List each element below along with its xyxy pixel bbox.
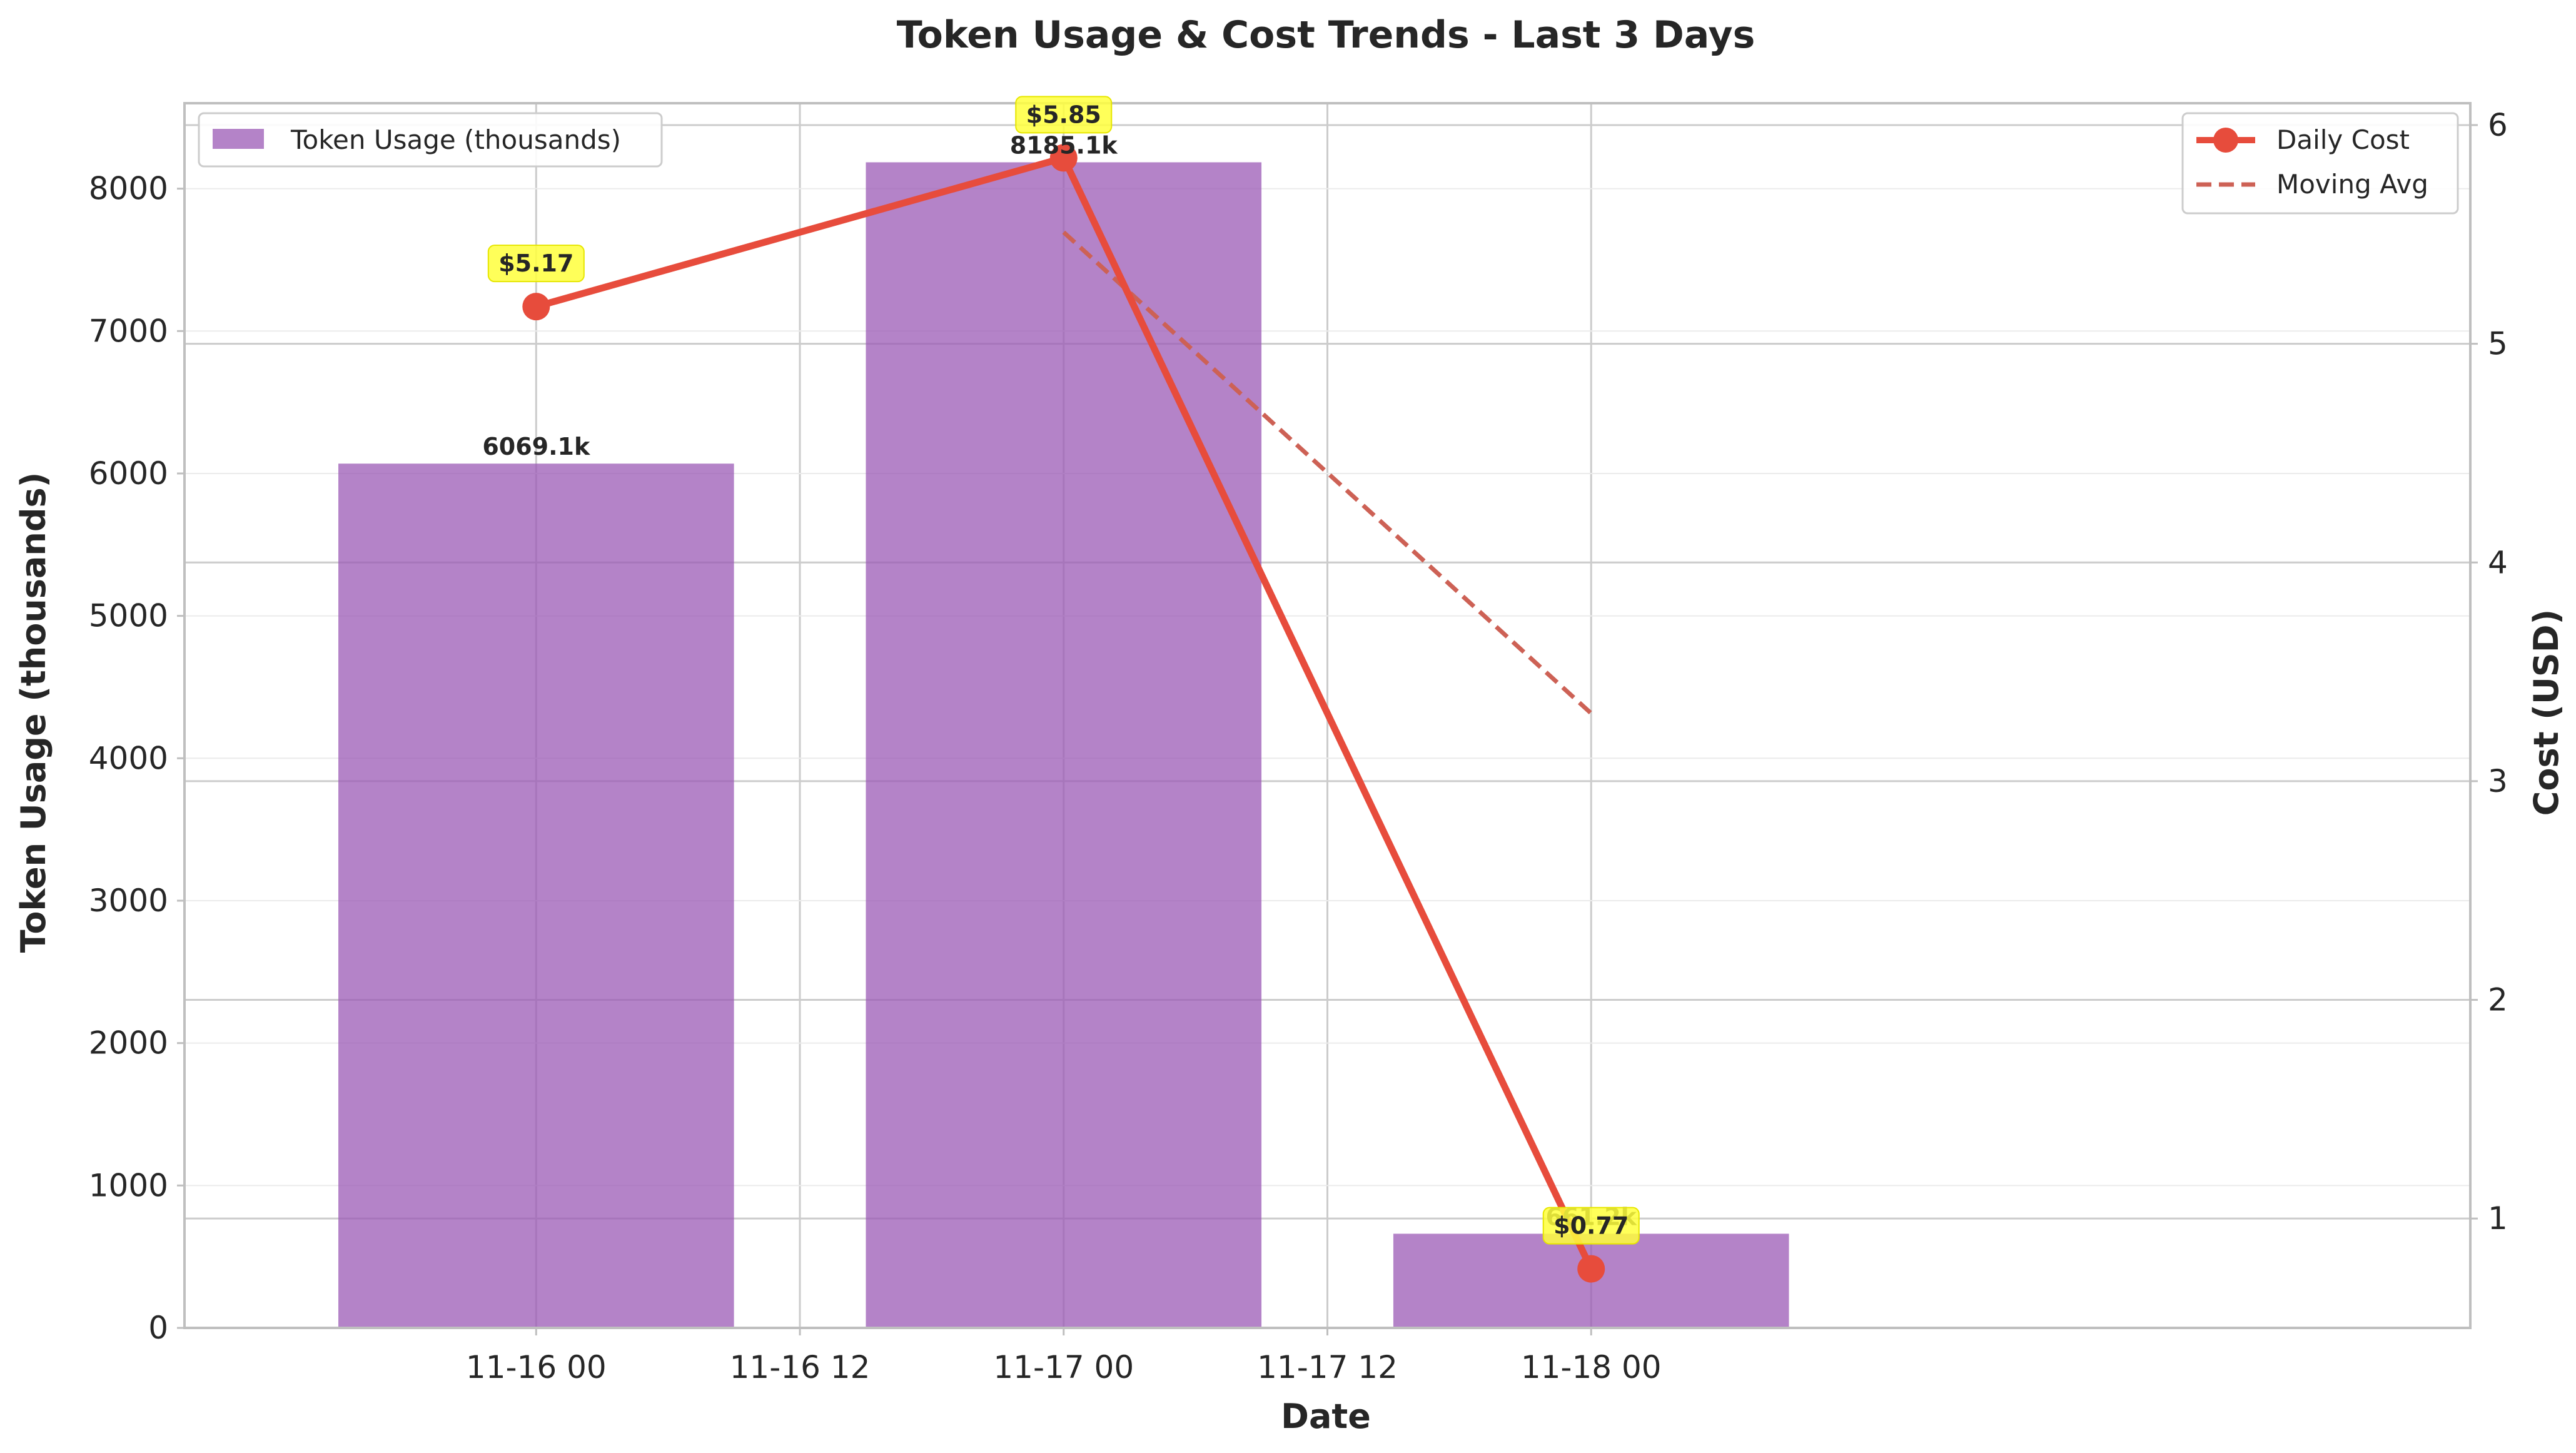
axes-layer: 11-16 00 11-16 12 11-17 00 11-17 12 11-18 00… [89, 102, 2508, 1385]
y-left-tick-label: 0 [148, 1310, 168, 1346]
y-right-tick-label: 1 [2488, 1200, 2508, 1237]
daily-cost-label-box [1015, 96, 1113, 134]
legend-left: Token Usage (thousands) [198, 112, 663, 168]
y-axis-label-right: Cost (USD) [2527, 609, 2566, 816]
x-axis-label: Date [1281, 1397, 1371, 1436]
y-left-tick-label: 5000 [89, 598, 168, 634]
x-tick-label: 11-18 00 [1521, 1349, 1662, 1385]
y-left-tick-label: 2000 [89, 1025, 168, 1061]
x-tick-label: 11-16 00 [466, 1349, 607, 1385]
moving-avg-line [1062, 230, 1593, 716]
y-left-tick-label: 7000 [89, 313, 168, 349]
legend-marker-daily-cost [2213, 128, 2238, 153]
token-usage-bar-label: 6069.1k [482, 433, 590, 460]
legend-label-moving-avg: Moving Avg [2276, 169, 2428, 200]
y-left-tick-label: 8000 [89, 171, 168, 207]
bar-layer [338, 162, 1789, 1328]
y-right-tick-label: 2 [2488, 982, 2508, 1018]
token-usage-bar-label: 8185.1k [1010, 131, 1118, 159]
daily-cost-label: $5.85 [1026, 101, 1101, 128]
chart-title: Token Usage & Cost Trends - Last 3 Days [897, 13, 1755, 57]
daily-cost-label: $5.17 [498, 250, 573, 277]
token-usage-bar [338, 463, 734, 1328]
daily-cost-label-box [487, 245, 585, 283]
daily-cost-label-box [1542, 1207, 1640, 1245]
y-right-tick-label: 6 [2488, 107, 2508, 143]
legend-right: Daily Cost Moving Avg [2181, 112, 2459, 215]
daily-cost-point [1049, 144, 1078, 172]
y-right-tick-label: 5 [2488, 326, 2508, 362]
x-tick-label: 11-16 12 [730, 1349, 871, 1385]
line-layer [522, 144, 1605, 1283]
y-left-tick-label: 6000 [89, 455, 168, 492]
y-axis-label-left: Token Usage (thousands) [14, 472, 53, 953]
daily-cost-point [1577, 1255, 1605, 1283]
y-left-tick-label: 1000 [89, 1167, 168, 1203]
y-right-tick-label: 4 [2488, 544, 2508, 580]
x-tick-label: 11-17 12 [1257, 1349, 1398, 1385]
token-usage-bar [866, 162, 1262, 1328]
legend-swatch-token-usage [213, 129, 264, 149]
legend-label-daily-cost: Daily Cost [2276, 124, 2410, 155]
y-left-tick-label: 4000 [89, 740, 168, 776]
y-right-tick-label: 3 [2488, 763, 2508, 799]
x-tick-label: 11-17 00 [993, 1349, 1134, 1385]
daily-cost-point [522, 293, 550, 321]
daily-cost-label: $0.77 [1553, 1212, 1629, 1240]
y-left-tick-label: 3000 [89, 883, 168, 919]
legend-label-token-usage: Token Usage (thousands) [290, 124, 621, 155]
